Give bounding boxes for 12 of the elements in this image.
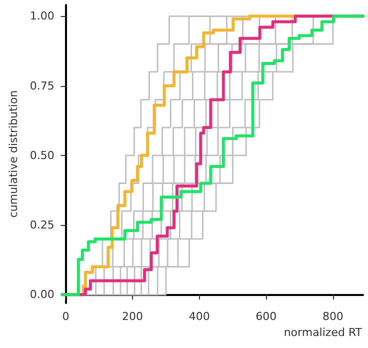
x-tick-label: 800 bbox=[322, 310, 344, 323]
y-tick-label: 0.75 bbox=[30, 79, 54, 92]
x-axis-title: normalized RT bbox=[284, 326, 362, 339]
x-tick-label: 200 bbox=[122, 310, 144, 323]
y-axis-title: cumulative distribution bbox=[7, 90, 20, 218]
x-tick-label: 400 bbox=[188, 310, 210, 323]
x-tick-label: 600 bbox=[256, 310, 277, 323]
x-tick-label: 0 bbox=[62, 310, 70, 323]
y-tick-label: 1.00 bbox=[30, 10, 54, 23]
y-tick-label: 0.00 bbox=[30, 288, 54, 302]
y-tick-label: 0.50 bbox=[30, 148, 54, 162]
y-tick-label: 0.25 bbox=[30, 218, 54, 232]
